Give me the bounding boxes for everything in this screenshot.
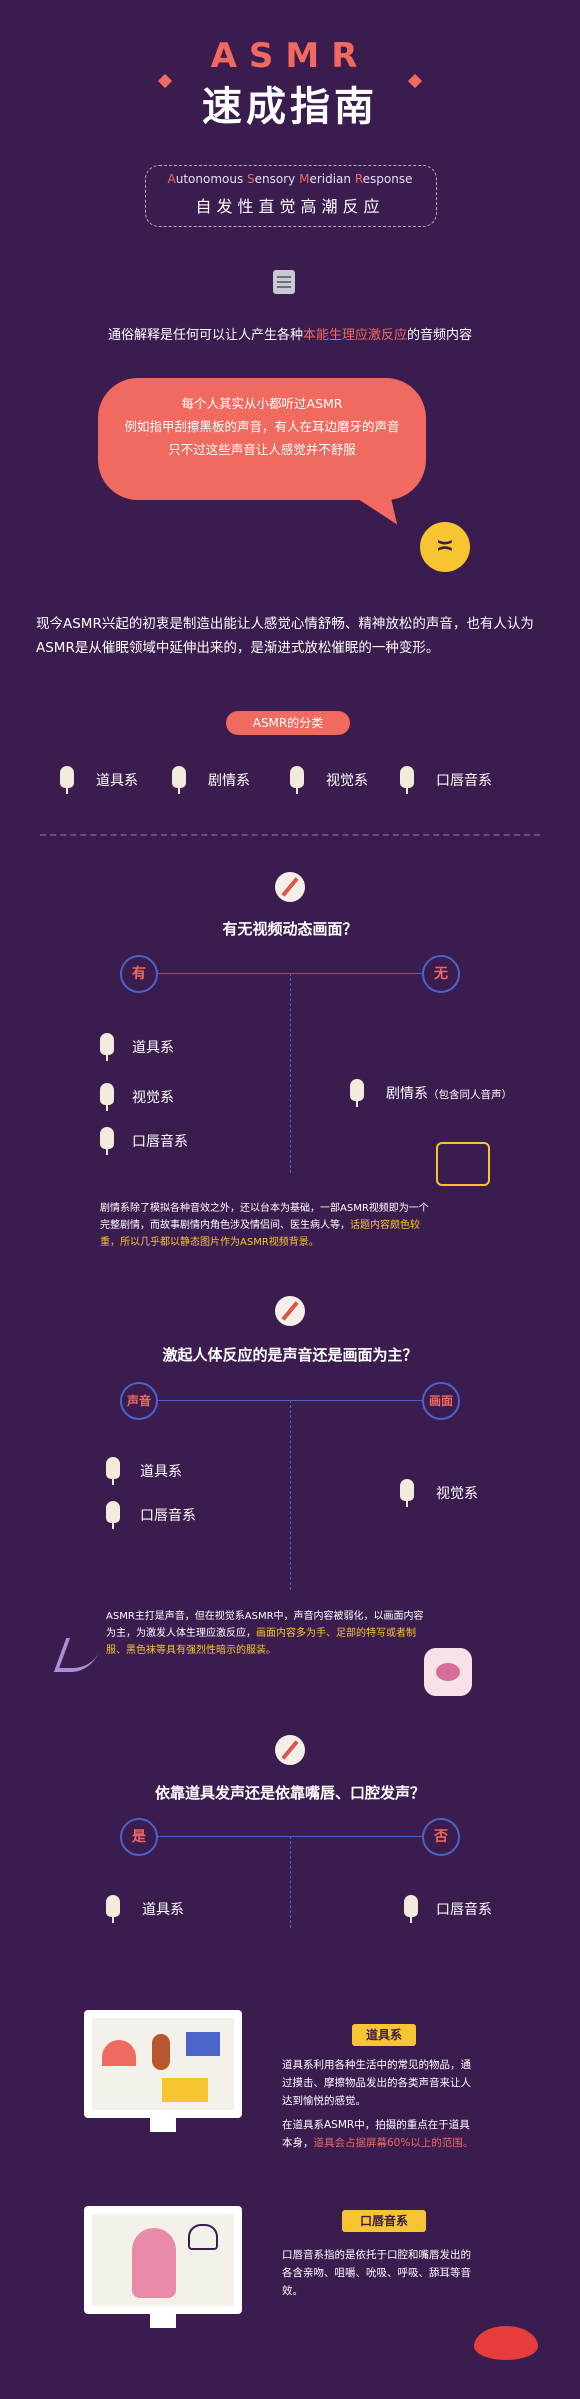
intro-paragraph: 现今ASMR兴起的初衷是制造出能让人感觉心情舒畅、精神放松的声音，也有人认为AS… bbox=[36, 616, 534, 656]
question-props-or-mouth: 依靠道具发声还是依靠嘴唇、口腔发声？ bbox=[154, 1784, 425, 1802]
lingerie-icon bbox=[424, 1648, 472, 1696]
microphone-icon bbox=[400, 766, 414, 794]
category-story: 剧情系 bbox=[208, 773, 250, 789]
trunk-line bbox=[290, 973, 291, 1173]
monitor-icon bbox=[84, 2206, 242, 2328]
cake-icon bbox=[162, 2078, 208, 2102]
branch-image: 画面 bbox=[422, 1382, 460, 1420]
note-icon bbox=[273, 270, 295, 294]
intro-text: 通俗解释是任何可以让人产生各种本能生理应激反应的音频内容 bbox=[107, 328, 473, 343]
lips-icon bbox=[474, 2326, 538, 2360]
categories-pill: ASMR的分类 bbox=[226, 711, 350, 735]
category-visual: 视觉系 bbox=[326, 773, 368, 789]
speech-bubble: 每个人其实从小都听过ASMR 例如指甲刮擦黑板的声音，有人在耳边磨牙的声音 只不… bbox=[98, 378, 426, 500]
monitor-icon bbox=[84, 2010, 242, 2132]
microphone-icon bbox=[60, 766, 74, 794]
mouth-description: 口唇音系指的是依托于口腔和嘴唇发出的 各含亲吻、咀嚼、吮吸、呼吸、舔耳等音 效。 bbox=[282, 2249, 471, 2297]
section-divider bbox=[40, 834, 540, 836]
microphone-icon bbox=[404, 1895, 418, 1923]
s2-item-mouth: 口唇音系 bbox=[140, 1508, 196, 1524]
s1-description: 剧情系除了模拟各种音效之外，还以台本为基础，一部ASMR视频即为一个 完整剧情，… bbox=[100, 1203, 429, 1248]
fan-icon bbox=[102, 2040, 136, 2066]
branch-sound: 声音 bbox=[120, 1382, 158, 1420]
tarot-card-icon bbox=[436, 1142, 490, 1186]
badge-props: 道具系 bbox=[352, 2024, 416, 2046]
bubble-line-1: 每个人其实从小都听过ASMR bbox=[181, 396, 343, 411]
definition-english: Autonomous Sensory Meridian Response bbox=[167, 172, 413, 186]
category-mouth: 口唇音系 bbox=[436, 773, 492, 789]
question-video: 有无视频动态画面？ bbox=[222, 920, 358, 938]
definition-box bbox=[145, 165, 437, 227]
heart-icon bbox=[188, 2224, 218, 2250]
microphone-icon bbox=[100, 1083, 114, 1111]
s2-item-visual: 视觉系 bbox=[436, 1486, 478, 1502]
microphone-icon bbox=[100, 1127, 114, 1155]
monitor-stand bbox=[150, 2314, 176, 2328]
branch-yes: 是 bbox=[120, 1818, 158, 1856]
girl-figure-icon bbox=[132, 2228, 176, 2298]
mouth-illustration bbox=[92, 2214, 234, 2306]
microphone-icon bbox=[106, 1457, 120, 1485]
badge-mouth: 口唇音系 bbox=[342, 2210, 426, 2232]
microphone-icon bbox=[106, 1501, 120, 1529]
branch-no: 无 bbox=[422, 955, 460, 993]
compass-icon bbox=[275, 1735, 305, 1765]
s2-item-props: 道具系 bbox=[140, 1464, 182, 1480]
trunk-line bbox=[290, 1400, 291, 1590]
title-asmr: ASMR bbox=[210, 36, 370, 76]
bubble-line-3: 只不过这些声音让人感觉并不舒服 bbox=[168, 442, 356, 457]
title-cn: 速成指南 bbox=[202, 84, 378, 130]
branch-no: 否 bbox=[422, 1818, 460, 1856]
s1-item-story: 剧情系（包含同人音声） bbox=[386, 1086, 512, 1102]
microphone-icon bbox=[100, 1033, 114, 1061]
trunk-line bbox=[290, 1836, 291, 1928]
compass-icon bbox=[275, 872, 305, 902]
s3-item-props: 道具系 bbox=[142, 1902, 184, 1918]
category-props: 道具系 bbox=[96, 773, 138, 789]
microphone-icon bbox=[172, 766, 186, 794]
monitor-stand bbox=[150, 2118, 176, 2132]
book-icon bbox=[186, 2032, 220, 2056]
microphone-icon bbox=[400, 1479, 414, 1507]
bubble-line-2: 例如指甲刮擦黑板的声音，有人在耳边磨牙的声音 bbox=[124, 419, 400, 434]
s1-item-mouth: 口唇音系 bbox=[132, 1134, 188, 1150]
microphone-icon bbox=[350, 1079, 364, 1107]
s3-item-mouth: 口唇音系 bbox=[436, 1902, 492, 1918]
s1-item-props: 道具系 bbox=[132, 1040, 174, 1056]
microphone-icon bbox=[106, 1895, 120, 1923]
violin-icon bbox=[152, 2034, 170, 2070]
branch-yes: 有 bbox=[120, 955, 158, 993]
props-illustration bbox=[92, 2018, 234, 2110]
s2-description: ASMR主打是声音，但在视觉系ASMR中，声音内容被弱化，以画面内容 为主，为激… bbox=[106, 1611, 424, 1656]
props-description: 道具系利用各种生活中的常见的物品，通 过摸击、摩擦物品发出的各类声音来让人 达到… bbox=[282, 2059, 474, 2149]
definition-chinese: 自发性直觉高潮反应 bbox=[195, 197, 385, 216]
high-heel-icon bbox=[53, 1638, 105, 1672]
annoyed-emoji-icon: ≍ bbox=[420, 522, 470, 572]
compass-icon bbox=[275, 1296, 305, 1326]
question-sound-or-image: 激起人体反应的是声音还是画面为主？ bbox=[162, 1346, 418, 1364]
s1-item-visual: 视觉系 bbox=[132, 1090, 174, 1106]
microphone-icon bbox=[290, 766, 304, 794]
